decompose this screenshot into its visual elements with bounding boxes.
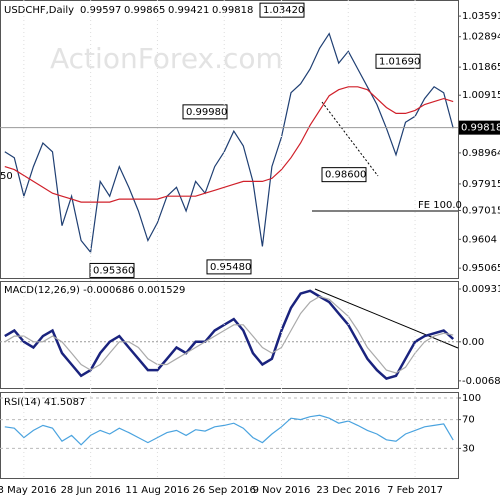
y-tick-label: 1.00915: [462, 90, 500, 101]
series-line: [4, 86, 454, 203]
y-tick-label: -0.006894: [462, 376, 500, 387]
ohlc-value: 0.99818: [212, 5, 253, 16]
y-tick-label: 1.01865: [462, 62, 500, 73]
price-pane: [0, 0, 459, 279]
annotation-label: 0.98600: [325, 170, 366, 181]
ohlc-value: 0.99421: [168, 5, 209, 16]
annotation-box: [182, 104, 228, 120]
annotation-box: [89, 262, 135, 278]
x-tick-label: 23 Dec 2016: [316, 485, 380, 496]
annotation-box: [321, 167, 367, 183]
y-tick-label: 0.97915: [462, 179, 500, 190]
series-line: [4, 289, 455, 380]
series-line: [4, 414, 454, 446]
macd-title: MACD(12,26,9) -0.000686 0.001529: [4, 285, 185, 296]
series-line: [4, 295, 454, 374]
trend-line: [314, 288, 459, 349]
annotation-box: [206, 259, 252, 275]
annotation-label: 1.01690: [379, 56, 420, 67]
y-tick-label: 0.00: [462, 337, 484, 348]
y-tick-label: 30: [462, 443, 475, 454]
annotation-label: 1.03420: [263, 5, 304, 16]
edge-label: 50: [0, 171, 13, 182]
fe-label: FE 100.0: [418, 200, 462, 211]
x-tick-label: 11 Aug 2016: [125, 485, 189, 496]
annotation-box: [259, 2, 305, 18]
ohlc-value: 0.99597: [80, 5, 121, 16]
y-tick-label: 0.98964: [462, 148, 500, 159]
ohlc-value: 0.99865: [124, 5, 165, 16]
y-tick-label: 70: [462, 415, 475, 426]
rsi-title: RSI(14) 41.5087: [4, 397, 85, 408]
macd-pane: [0, 281, 459, 389]
x-tick-label: 26 Sep 2016: [193, 485, 256, 496]
annotation-label: 0.95480: [210, 262, 251, 273]
x-tick-label: 13 May 2016: [0, 485, 56, 496]
x-tick-label: 9 Nov 2016: [253, 485, 311, 496]
y-tick-label: 1.03591: [462, 11, 500, 22]
y-tick-label: 1.02894: [462, 32, 500, 43]
y-tick-label: 0.95065: [462, 263, 500, 274]
fib-guide: [321, 101, 379, 177]
x-tick-label: 28 Jun 2016: [61, 485, 121, 496]
y-tick-label: 0.009318: [462, 284, 500, 295]
x-tick-label: 7 Feb 2017: [387, 485, 443, 496]
watermark: ActionForex.com: [50, 42, 283, 75]
annotation-label: 0.99980: [186, 107, 227, 118]
y-tick-label: 100: [462, 393, 481, 404]
last-price-label: 0.99818: [461, 123, 500, 134]
price-title: USDCHF,Daily: [4, 5, 74, 16]
y-tick-label: 0.9604: [462, 234, 497, 245]
series-line: [4, 32, 454, 254]
last-price-box: [459, 120, 500, 135]
y-tick-label: 0.97015: [462, 206, 500, 217]
rsi-pane: [0, 392, 459, 479]
annotation-box: [375, 53, 421, 69]
annotation-label: 0.95360: [93, 265, 134, 276]
